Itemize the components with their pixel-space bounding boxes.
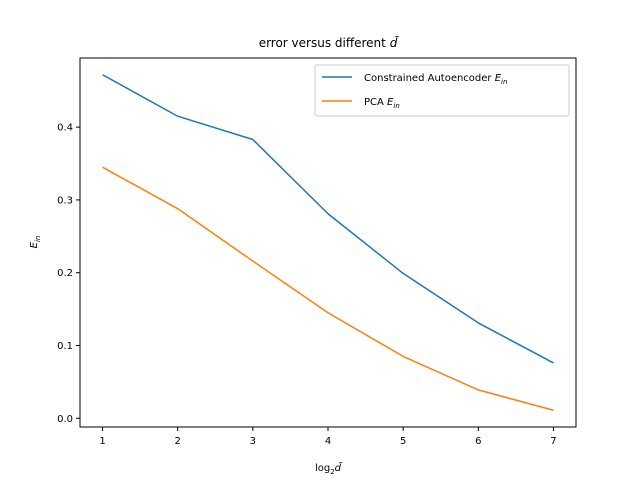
- plot-area: [102, 74, 554, 411]
- y-axis-label: Ein: [29, 236, 42, 249]
- x-tick-label: 7: [550, 436, 556, 447]
- chart-title: error versus different d̃: [259, 36, 400, 50]
- y-tick-label: 0.3: [57, 195, 73, 206]
- x-tick-label: 6: [475, 436, 481, 447]
- x-tick-label: 5: [400, 436, 406, 447]
- y-tick-label: 0.1: [57, 341, 73, 352]
- series-line-autoencoder: [102, 74, 554, 364]
- y-tick-label: 0.2: [57, 268, 73, 279]
- legend-box: [314, 64, 570, 117]
- x-tick-label: 1: [99, 436, 105, 447]
- x-axis-label: log2d̃: [315, 461, 343, 476]
- y-tick-label: 0.0: [57, 414, 73, 425]
- x-tick-label: 3: [250, 436, 256, 447]
- x-tick-label: 2: [175, 436, 181, 447]
- series-line-pca: [102, 166, 554, 411]
- legend-label: Constrained Autoencoder Ein: [364, 73, 507, 86]
- legend-label: PCA Ein: [364, 97, 400, 110]
- y-tick-label: 0.4: [57, 123, 73, 134]
- legend: Constrained Autoencoder Ein PCA Ein: [314, 64, 570, 117]
- x-tick-label: 4: [325, 436, 331, 447]
